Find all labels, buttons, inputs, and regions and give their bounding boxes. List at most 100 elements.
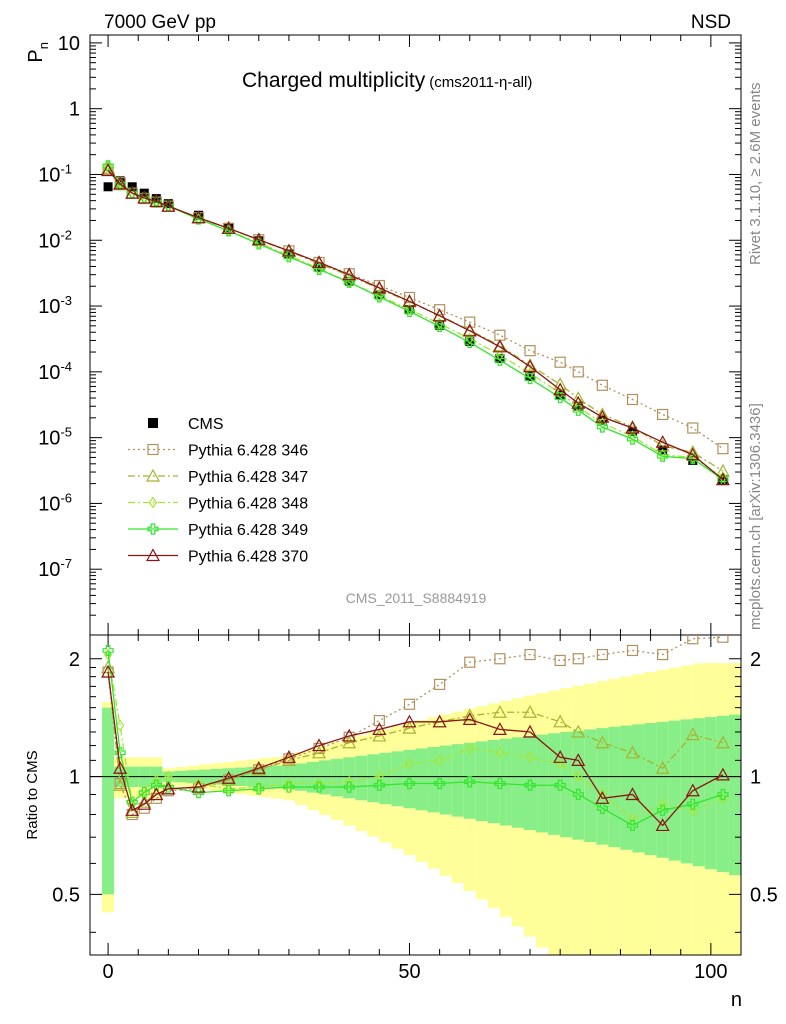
ratio-point <box>342 735 357 749</box>
ratio-point <box>687 798 699 810</box>
stat-band <box>319 760 332 795</box>
ratio-point <box>717 788 729 801</box>
ratio-point <box>655 761 670 774</box>
ratio-point <box>312 738 327 752</box>
legend-entry-cms: CMS <box>148 416 224 433</box>
y-tick-label: 10-3 <box>38 293 72 318</box>
ratio-point <box>572 788 584 801</box>
main-series-layer <box>101 159 730 486</box>
ratio-line <box>107 667 724 814</box>
y-axis-label-sub: n <box>36 42 51 49</box>
series-point <box>101 163 116 177</box>
ratio-point <box>462 712 477 725</box>
ratio-point <box>403 698 416 710</box>
ratio-point <box>221 771 236 784</box>
y-tick-label: 10-7 <box>38 556 72 581</box>
cms-point <box>404 305 414 315</box>
series-point <box>596 379 608 391</box>
ratio-tick-label: 0.5 <box>52 884 80 906</box>
series-point <box>524 372 536 385</box>
ratio-point <box>494 777 506 790</box>
legend-entry-349: Pythia 6.428 349 <box>128 522 308 539</box>
ratio-point <box>625 745 640 759</box>
y-tick-labels-ratio: 2 1 0.5 2 1 0.5 <box>52 649 778 907</box>
ratio-point <box>372 728 387 742</box>
ratio-point <box>138 786 150 799</box>
series-point <box>464 336 476 349</box>
ratio-point <box>342 728 357 742</box>
series-point <box>657 450 669 462</box>
series-line <box>107 170 724 481</box>
ratio-point <box>281 753 296 766</box>
ratio-point <box>149 787 164 801</box>
stat-band <box>572 730 585 840</box>
svg-text:Pythia 6.428 347: Pythia 6.428 347 <box>188 469 308 486</box>
series-point <box>192 213 205 225</box>
legend-marker <box>147 523 159 535</box>
svg-text:Pythia 6.428 349: Pythia 6.428 349 <box>188 522 308 539</box>
series-point <box>149 194 164 207</box>
ratio-point <box>223 785 235 797</box>
stat-band <box>331 758 344 797</box>
stat-band <box>548 733 561 835</box>
legend-entry-348: Pythia 6.428 348 <box>128 496 308 513</box>
cms-point <box>688 455 698 465</box>
series-point <box>137 190 152 204</box>
stat-band <box>391 751 404 807</box>
series-point <box>554 356 566 368</box>
series-point <box>571 395 586 409</box>
ratio-line <box>107 671 724 827</box>
series-point <box>432 308 447 322</box>
ratio-point <box>553 714 568 728</box>
ratio-series-layer <box>101 635 730 832</box>
ratio-point <box>571 753 586 766</box>
ratio-line <box>107 650 724 827</box>
series-point <box>625 420 640 434</box>
main-plot-frame <box>89 34 742 636</box>
analysis-watermark: CMS_2011_S8884919 <box>346 590 487 606</box>
ratio-point <box>281 750 296 763</box>
ratio-point <box>571 724 586 738</box>
ratio-point <box>343 781 355 793</box>
cms-point <box>254 236 264 246</box>
cms-point <box>284 249 294 259</box>
ratio-point <box>113 761 128 774</box>
series-point <box>524 345 536 357</box>
stat-band <box>475 741 488 821</box>
ratio-tick-label: 2 <box>750 649 761 671</box>
legend-entry-347: Pythia 6.428 347 <box>128 468 308 486</box>
ratio-point <box>626 644 639 657</box>
ratio-point <box>283 781 295 793</box>
legend-marker <box>148 418 158 428</box>
ratio-point <box>125 805 140 818</box>
series-point <box>492 339 507 353</box>
ratio-point <box>554 779 566 791</box>
ratio-point <box>626 819 639 832</box>
x-tick-label: 100 <box>694 961 727 983</box>
ratio-point <box>434 678 446 690</box>
ratio-point <box>572 653 584 665</box>
series-point <box>343 276 355 288</box>
chart-title: Charged multiplicity (cms2011-η-all) <box>242 69 532 92</box>
y-tick-label: 10-5 <box>38 425 72 450</box>
series-point <box>125 185 140 199</box>
stat-band <box>596 728 609 845</box>
ratio-point <box>553 750 568 763</box>
cms-point <box>103 182 113 192</box>
ratio-point <box>717 635 729 643</box>
ratio-point <box>596 802 608 814</box>
ratio-point <box>403 777 416 790</box>
ratio-point <box>464 656 476 668</box>
cms-point <box>525 371 535 381</box>
svg-text:Pythia 6.428 346: Pythia 6.428 346 <box>188 443 308 460</box>
x-tick-labels: 0 50 100 <box>103 961 728 983</box>
stat-band <box>620 725 633 850</box>
y-tick-label: 10-6 <box>38 490 72 515</box>
series-point <box>717 443 729 455</box>
stat-band <box>463 742 476 819</box>
stat-band <box>439 745 452 815</box>
stat-band <box>511 737 524 828</box>
ratio-point <box>523 704 538 718</box>
series-point <box>655 435 670 448</box>
